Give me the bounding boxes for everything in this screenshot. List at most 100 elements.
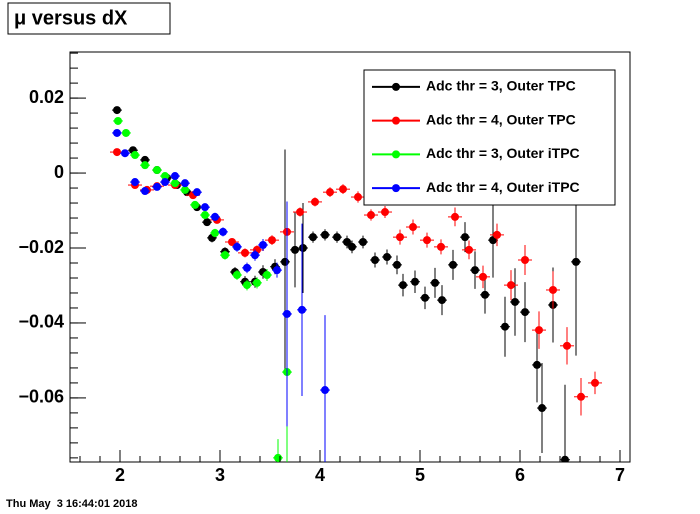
legend-marker: [392, 184, 400, 193]
point: [211, 212, 219, 221]
point: [219, 227, 227, 236]
point: [481, 290, 489, 299]
point: [383, 253, 391, 261]
point: [296, 208, 304, 217]
legend-label: Adc thr = 3, Outer TPC: [426, 78, 576, 94]
point: [493, 230, 501, 239]
point: [437, 242, 445, 251]
point: [161, 178, 169, 187]
point: [431, 278, 439, 287]
point: [241, 248, 249, 257]
point: [333, 233, 341, 242]
point: [535, 326, 543, 335]
point: [471, 266, 479, 275]
point: [354, 193, 362, 202]
point: [291, 245, 299, 254]
y-tick-label: −0.02: [18, 237, 64, 257]
point: [399, 281, 407, 290]
point: [461, 233, 469, 242]
point: [141, 161, 149, 170]
point: [201, 211, 209, 220]
point: [121, 149, 129, 158]
legend-label: Adc thr = 4, Outer TPC: [426, 111, 576, 127]
point: [268, 236, 276, 245]
point: [122, 128, 130, 137]
point: [299, 244, 307, 253]
legend-marker: [392, 82, 400, 91]
legend-label: Adc thr = 4, Outer iTPC: [426, 179, 580, 195]
point: [113, 148, 121, 157]
point: [549, 285, 557, 294]
point: [511, 297, 519, 306]
point: [243, 281, 251, 290]
point: [253, 278, 261, 287]
point: [561, 455, 569, 462]
point: [339, 185, 347, 194]
point: [371, 255, 379, 264]
point: [326, 188, 334, 197]
point: [538, 404, 546, 413]
x-tick-label: 2: [115, 465, 125, 485]
x-tick-label: 6: [515, 465, 525, 485]
y-tick-label: 0: [54, 162, 64, 182]
data-layer: [110, 106, 602, 462]
point: [131, 178, 139, 187]
point: [274, 453, 282, 462]
chart-title: μ versus dX: [14, 7, 128, 29]
point: [161, 172, 169, 181]
point: [521, 308, 529, 317]
point: [591, 378, 599, 387]
point: [171, 172, 179, 181]
point: [171, 179, 179, 188]
legend-marker: [392, 150, 400, 159]
point: [507, 281, 515, 290]
x-tick-label: 3: [215, 465, 225, 485]
point: [201, 203, 209, 212]
plot-frame: [69, 51, 631, 463]
point: [309, 233, 317, 242]
timestamp: Thu May 3 16:44:01 2018: [6, 498, 137, 510]
point: [153, 182, 161, 191]
point: [533, 360, 541, 369]
point: [113, 128, 121, 137]
point: [233, 270, 241, 279]
point: [263, 270, 271, 279]
point: [273, 266, 281, 275]
point: [221, 251, 229, 260]
point: [181, 179, 189, 188]
point: [423, 236, 431, 245]
point: [501, 322, 509, 331]
point: [193, 188, 201, 197]
x-tick-label: 4: [315, 465, 325, 485]
point: [203, 218, 211, 227]
point: [228, 238, 236, 247]
point: [438, 296, 446, 305]
point: [281, 257, 289, 266]
point: [311, 197, 319, 206]
point: [409, 223, 417, 232]
point: [251, 251, 259, 260]
point: [359, 238, 367, 247]
point: [465, 245, 473, 254]
point: [577, 392, 585, 401]
point: [298, 305, 306, 314]
y-tick-label: 0.02: [29, 87, 64, 107]
point: [211, 229, 219, 238]
point: [381, 208, 389, 217]
point: [343, 238, 351, 247]
legend-label: Adc thr = 3, Outer iTPC: [426, 145, 580, 161]
point: [141, 187, 149, 196]
point: [321, 230, 329, 239]
point: [259, 241, 267, 250]
point: [233, 242, 241, 251]
y-tick-label: −0.04: [18, 312, 64, 332]
x-tick-label: 5: [415, 465, 425, 485]
point: [421, 293, 429, 302]
point: [348, 242, 356, 251]
point: [449, 260, 457, 269]
point: [451, 212, 459, 221]
point: [321, 386, 329, 395]
x-tick-label: 7: [615, 465, 625, 485]
legend-box: [363, 69, 616, 206]
